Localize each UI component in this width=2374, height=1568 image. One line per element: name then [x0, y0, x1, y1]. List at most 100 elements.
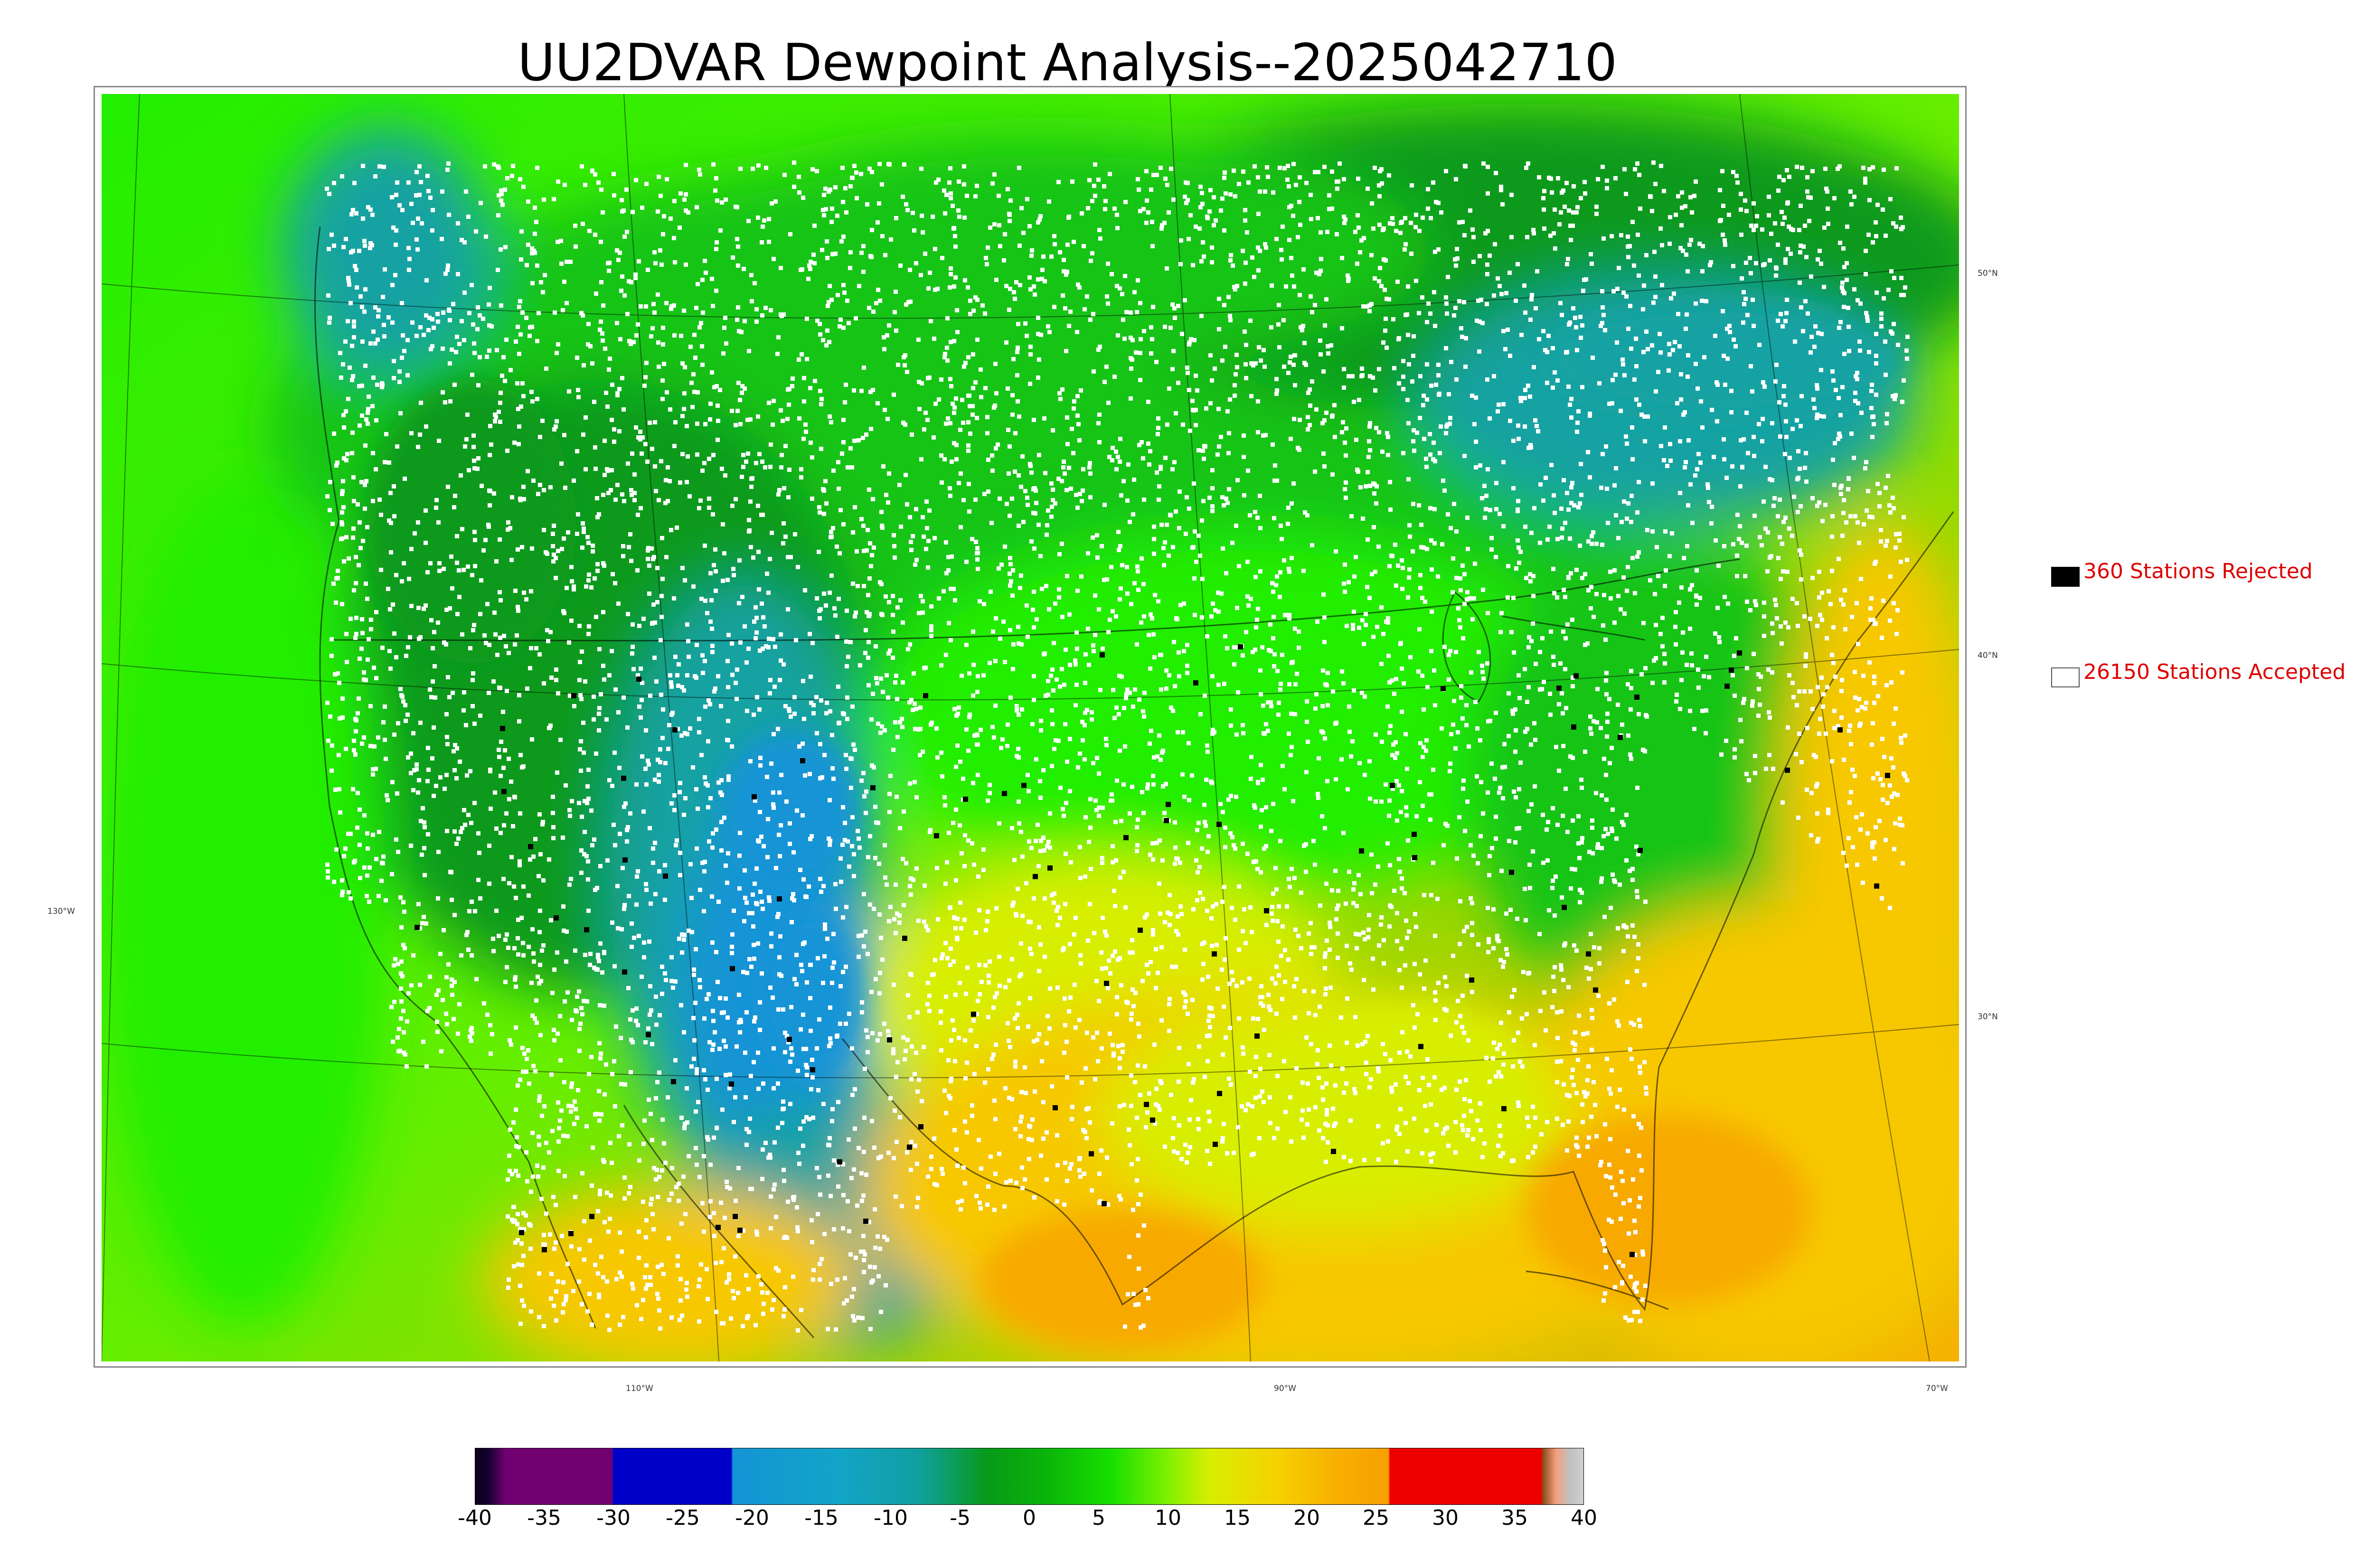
station-accepted [822, 954, 827, 958]
station-accepted [1561, 978, 1565, 982]
station-accepted [1008, 556, 1012, 560]
station-accepted [1163, 177, 1168, 181]
station-accepted [1083, 307, 1087, 311]
station-accepted [1225, 646, 1229, 650]
station-accepted [933, 958, 937, 962]
station-accepted [325, 701, 330, 705]
station-accepted [1155, 470, 1159, 475]
station-accepted [1228, 318, 1233, 322]
station-accepted [379, 879, 384, 883]
station-accepted [1097, 999, 1101, 1003]
station-accepted [1803, 466, 1807, 470]
station-accepted [517, 693, 521, 697]
station-accepted [1546, 334, 1551, 338]
station-accepted [1836, 167, 1840, 171]
station-accepted [1275, 669, 1280, 673]
station-accepted [832, 960, 836, 965]
station-accepted [1030, 248, 1034, 253]
station-accepted [597, 706, 602, 710]
station-accepted [1278, 595, 1282, 599]
station-accepted [1386, 616, 1390, 620]
station-accepted [1134, 350, 1138, 355]
station-accepted [864, 432, 868, 437]
station-accepted [1758, 703, 1762, 707]
dewpoint-map[interactable] [94, 86, 1967, 1368]
station-accepted [482, 1001, 486, 1005]
station-accepted [406, 246, 411, 250]
station-accepted [909, 876, 913, 881]
station-accepted [756, 1087, 761, 1091]
station-accepted [516, 936, 520, 940]
station-accepted [1483, 231, 1488, 235]
station-accepted [383, 738, 387, 742]
station-accepted [589, 585, 594, 590]
station-accepted [483, 164, 487, 169]
station-accepted [1826, 811, 1830, 815]
station-accepted [1629, 520, 1633, 524]
station-accepted [615, 248, 619, 253]
station-accepted [666, 465, 670, 469]
station-accepted [1074, 493, 1078, 497]
station-accepted [1376, 1157, 1381, 1162]
station-accepted [1660, 283, 1664, 287]
station-accepted [1122, 1103, 1126, 1107]
station-accepted [1210, 509, 1215, 513]
station-accepted [1868, 618, 1873, 622]
station-accepted [898, 720, 902, 724]
station-accepted [1112, 716, 1117, 720]
station-accepted [1401, 359, 1405, 363]
station-accepted [1831, 661, 1836, 665]
station-accepted [398, 411, 403, 415]
station-accepted [978, 599, 982, 603]
station-accepted [1019, 1115, 1024, 1119]
station-accepted [1188, 429, 1192, 433]
station-accepted [1732, 338, 1736, 342]
station-accepted [830, 252, 835, 256]
station-accepted [1221, 1136, 1225, 1140]
station-accepted [851, 1314, 855, 1318]
station-accepted [583, 799, 587, 803]
station-accepted [1854, 374, 1858, 378]
station-accepted [1815, 504, 1819, 508]
station-accepted [705, 1135, 709, 1139]
station-accepted [948, 166, 952, 170]
station-accepted [830, 207, 834, 211]
station-accepted [531, 951, 536, 956]
station-accepted [1471, 1137, 1475, 1141]
station-accepted [631, 340, 636, 344]
station-accepted [940, 774, 944, 779]
station-accepted [573, 1195, 577, 1199]
station-accepted [1151, 305, 1155, 309]
station-accepted [772, 732, 776, 736]
station-accepted [1670, 531, 1674, 535]
station-accepted [1732, 654, 1736, 658]
station-accepted [951, 402, 955, 406]
station-accepted [1604, 773, 1608, 777]
station-accepted [1226, 295, 1231, 299]
station-accepted [1816, 331, 1820, 335]
station-accepted [894, 1075, 898, 1079]
station-accepted [948, 285, 952, 290]
station-accepted [1023, 321, 1027, 326]
station-accepted [1410, 379, 1414, 384]
station-accepted [1278, 166, 1282, 170]
station-accepted [1494, 1074, 1498, 1079]
station-accepted [326, 875, 330, 880]
station-accepted [913, 727, 917, 731]
station-accepted [420, 921, 424, 925]
station-accepted [954, 443, 959, 447]
station-accepted [1879, 324, 1884, 329]
station-accepted [1421, 804, 1425, 808]
station-accepted [1411, 439, 1415, 443]
station-accepted [1595, 845, 1600, 850]
station-accepted [1233, 287, 1237, 291]
station-accepted [1627, 1318, 1631, 1323]
station-accepted [1545, 537, 1550, 542]
station-accepted [1120, 292, 1124, 296]
station-accepted [1506, 564, 1510, 568]
station-accepted [707, 497, 711, 501]
station-accepted [1629, 757, 1633, 761]
station-accepted [1619, 233, 1623, 237]
station-accepted [372, 744, 377, 749]
station-accepted [385, 793, 389, 798]
